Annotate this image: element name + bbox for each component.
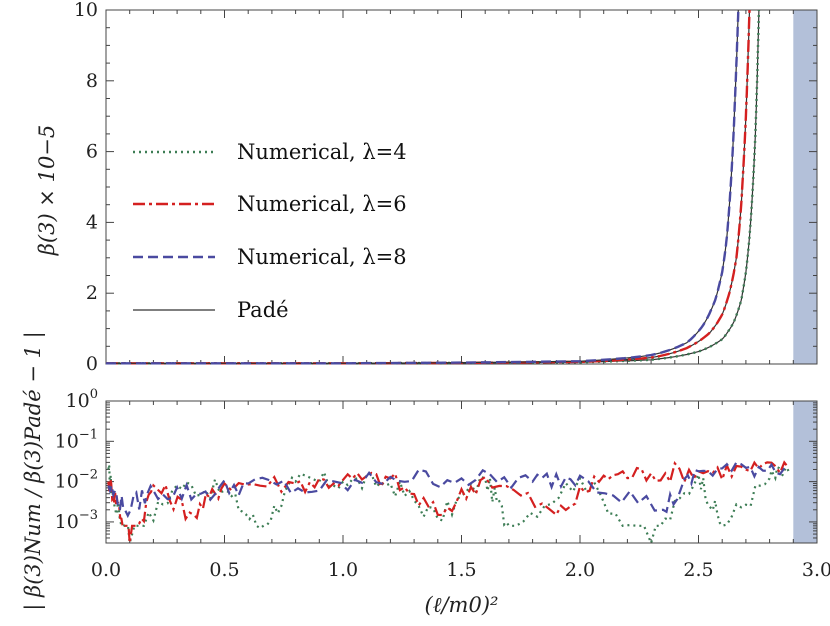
top-ytick-label: 0	[86, 353, 98, 375]
axis-labels: β(3) × 10−5 | β(3)Num / β(3)Padé − 1 | (ℓ/…	[21, 125, 498, 617]
top-ytick-label: 8	[86, 70, 98, 92]
x-axis-label: (ℓ/m0)²	[425, 593, 499, 617]
x-tick-label: 2.0	[565, 559, 595, 581]
bottom-frame	[105, 400, 818, 544]
bottom-ytick-label: 10−1	[55, 427, 98, 452]
x-tick-label: 0.5	[209, 559, 239, 581]
legend-label-3: Numerical, λ=8	[237, 245, 407, 269]
bottom-panel: 100 10−1 10−2 10−3 0.0 0.5 1.0 1.5 2.0 2.5 3.0	[55, 387, 830, 581]
legend-label-1: Numerical, λ=4	[237, 140, 407, 164]
bottom-ytick-label: 100	[66, 387, 98, 412]
legend-label-2: Numerical, λ=6	[237, 192, 407, 216]
x-tick-label: 0.0	[91, 559, 121, 581]
x-tick-label: 1.0	[328, 559, 358, 581]
bottom-ylabel: | β(3)Num / β(3)Padé − 1 |	[21, 331, 46, 610]
bottom-series-3	[107, 461, 790, 519]
top-ylabel: β(3) × 10−5	[35, 125, 59, 257]
top-series-1	[106, 9, 761, 365]
bottom-ytick-label: 10−3	[55, 508, 98, 533]
top-ytick-label: 10	[74, 0, 98, 21]
top-series-3	[106, 9, 740, 365]
top-shaded-region	[793, 10, 817, 364]
legend: Numerical, λ=4 Numerical, λ=6 Numerical, λ…	[133, 140, 407, 322]
top-panel: 0 2 4 6 8 10	[74, 0, 818, 375]
bottom-shaded-region	[793, 401, 817, 543]
top-ytick-label: 2	[86, 282, 98, 304]
top-ytick-label: 6	[86, 141, 98, 163]
x-tick-label: 3.0	[802, 559, 830, 581]
top-ytick-label: 4	[86, 211, 98, 233]
x-tick-label: 2.5	[683, 559, 713, 581]
x-tick-label: 1.5	[446, 559, 476, 581]
legend-label-4: Padé	[237, 298, 289, 322]
bottom-ytick-label: 10−2	[55, 468, 98, 493]
